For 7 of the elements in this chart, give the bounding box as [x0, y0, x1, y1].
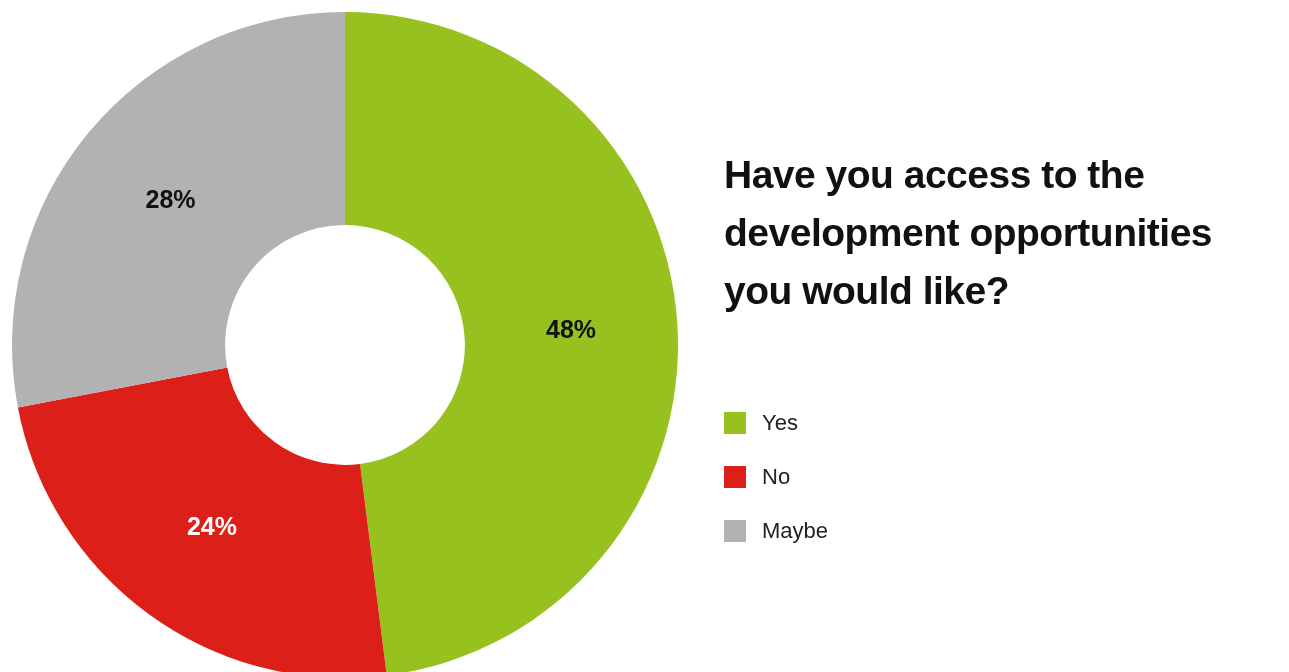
data-label: 28% — [145, 184, 196, 213]
legend-label: No — [762, 464, 791, 490]
data-label: 48% — [545, 314, 597, 343]
legend-label: Yes — [762, 410, 798, 436]
data-label: 24% — [186, 512, 237, 541]
text: Have you access to the development opportunities you would like? — [724, 152, 1214, 314]
legend-label: Maybe — [762, 518, 829, 544]
